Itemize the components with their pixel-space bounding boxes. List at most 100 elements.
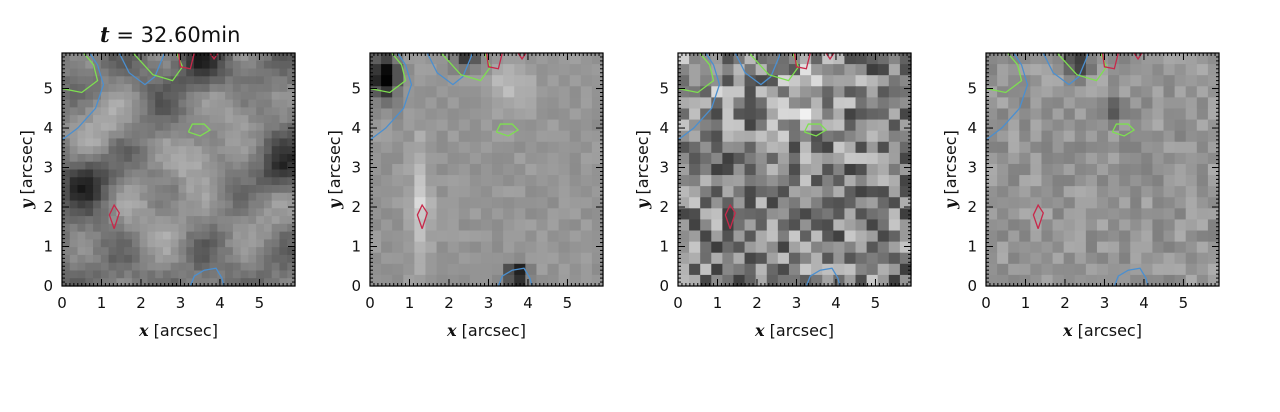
panel-3-ylabel: y [arcsec] [633, 130, 652, 210]
panel-1-xtick-label: 1 [97, 294, 107, 312]
panel-2-contour-green-left [370, 53, 407, 94]
panel-1-contour-green-mid [187, 123, 212, 137]
panel-4-image [986, 53, 1220, 287]
panel-1-contour-red-top [177, 53, 195, 70]
panel-1-ytick-label: 4 [43, 119, 53, 137]
panel-2-contour-blue-bottom [497, 267, 533, 286]
panel-1-ticks [61, 52, 296, 287]
panel-3-xtick-label: 4 [831, 294, 841, 312]
panel-2-ytick-label: 0 [351, 277, 361, 295]
panel-2-ytick-label: 1 [351, 238, 361, 256]
panel-4-contour-blue-top [1042, 53, 1090, 86]
panel-4-contour-green-top [1056, 53, 1108, 82]
panel-3-contour-red-low [724, 203, 736, 229]
panel-4-ytick-label: 4 [967, 119, 977, 137]
panel-3-contour-blue-bottom [805, 267, 841, 286]
panel-2-contour-green-mid [495, 123, 520, 137]
panel-3-contour-green-left [678, 53, 715, 94]
panel-1-xlabel: x [arcsec] [138, 321, 218, 340]
panel-2-ytick-label: 3 [351, 159, 361, 177]
panel-2-xtick-label: 3 [484, 294, 494, 312]
panel-3-xtick-label: 3 [792, 294, 802, 312]
panel-3-ytick-label: 3 [659, 159, 669, 177]
panel-4-ticks [985, 52, 1220, 287]
panel-1-contour-blue-top [118, 53, 166, 86]
panel-3-ytick-label: 4 [659, 119, 669, 137]
panel-2-ytick-label: 2 [351, 198, 361, 216]
panel-4-xtick-label: 5 [1179, 294, 1189, 312]
panel-3-ticks [677, 52, 912, 287]
panel-3-contour-red-top [793, 53, 811, 70]
panel-3-contours [678, 53, 841, 286]
panel-3-ytick-label: 5 [659, 80, 669, 98]
panel-2-contour-green-top [440, 53, 492, 82]
title-equals: = [109, 23, 141, 47]
panel-4-ytick-label: 0 [967, 277, 977, 295]
panel-1-ytick-label: 5 [43, 80, 53, 98]
panel-1-xtick-label: 4 [215, 294, 225, 312]
panel-1-ytick-label: 2 [43, 198, 53, 216]
panel-1-contour-red-topright [209, 53, 219, 61]
panel-1-contour-blue-bottom [189, 267, 225, 286]
panel-1-contour-red-low [108, 203, 120, 229]
panel-4-xlabel: x [arcsec] [1062, 321, 1142, 340]
panel-2-xlabel: x [arcsec] [446, 321, 526, 340]
panel-2-contour-red-topright [517, 53, 527, 61]
panel-2-ticks [369, 52, 604, 287]
panel-1-xtick-label: 0 [57, 294, 67, 312]
panel-2-contour-blue-top [426, 53, 474, 86]
panel-2-frame [369, 52, 604, 287]
panel-3-xtick-label: 1 [713, 294, 723, 312]
panel-1-frame [61, 52, 296, 287]
panel-3-ytick-label: 1 [659, 238, 669, 256]
panel-2-xtick-label: 4 [523, 294, 533, 312]
panel-1-image [62, 53, 296, 287]
panel-4-contour-green-left [986, 53, 1023, 94]
panel-3-ytick-label: 2 [659, 198, 669, 216]
panel-4-xtick-label: 2 [1060, 294, 1070, 312]
panel-1-ytick-label: 1 [43, 238, 53, 256]
panel-3-xtick-label: 5 [871, 294, 881, 312]
panel-1-ylabel: y [arcsec] [17, 130, 36, 210]
panel-4-xtick-label: 0 [981, 294, 991, 312]
panel-1-contours [62, 53, 225, 286]
panel-3-image [678, 53, 912, 287]
panel-4-contour-red-low [1032, 203, 1044, 229]
panel-3-xlabel: x [arcsec] [754, 321, 834, 340]
panel-4-xtick-label: 1 [1021, 294, 1031, 312]
panel-3-contour-red-topright [825, 53, 835, 61]
panel-3-contour-blue-top [734, 53, 782, 86]
panel-4-ylabel: y [arcsec] [941, 130, 960, 210]
panel-1-xtick-label: 5 [255, 294, 265, 312]
panel-2-ytick-label: 5 [351, 80, 361, 98]
panel-1-contour-green-left [62, 53, 99, 94]
panel-2-contour-red-top [485, 53, 503, 70]
panel-4-ytick-label: 1 [967, 238, 977, 256]
panel-2-xtick-label: 0 [365, 294, 375, 312]
panel-3-contour-blue-left [678, 53, 721, 141]
panel-1-ytick-label: 3 [43, 159, 53, 177]
panel-4-xtick-label: 4 [1139, 294, 1149, 312]
panel-2-xtick-label: 2 [444, 294, 454, 312]
panel-2-ytick-label: 4 [351, 119, 361, 137]
panel-2-contours [370, 53, 533, 286]
panel-4-contour-red-top [1101, 53, 1119, 70]
panel-4-contour-blue-bottom [1113, 267, 1149, 286]
panel-1-contour-green-top [132, 53, 184, 82]
panel-3-xtick-label: 2 [752, 294, 762, 312]
panel-4-ytick-label: 3 [967, 159, 977, 177]
panel-4-contour-red-topright [1133, 53, 1143, 61]
panel-4-ytick-label: 2 [967, 198, 977, 216]
panel-4-contours [986, 53, 1149, 286]
panel-3-contour-green-mid [803, 123, 828, 137]
panel-3-xtick-label: 0 [673, 294, 683, 312]
panel-4-xtick-label: 3 [1100, 294, 1110, 312]
panel-2-image [370, 53, 604, 287]
panel-1-contour-blue-left [62, 53, 105, 141]
panel-2-ylabel: y [arcsec] [325, 130, 344, 210]
panel-1-ytick-label: 0 [43, 277, 53, 295]
panel-4-frame [985, 52, 1220, 287]
panel-3-frame [677, 52, 912, 287]
panel-2-xtick-label: 1 [405, 294, 415, 312]
